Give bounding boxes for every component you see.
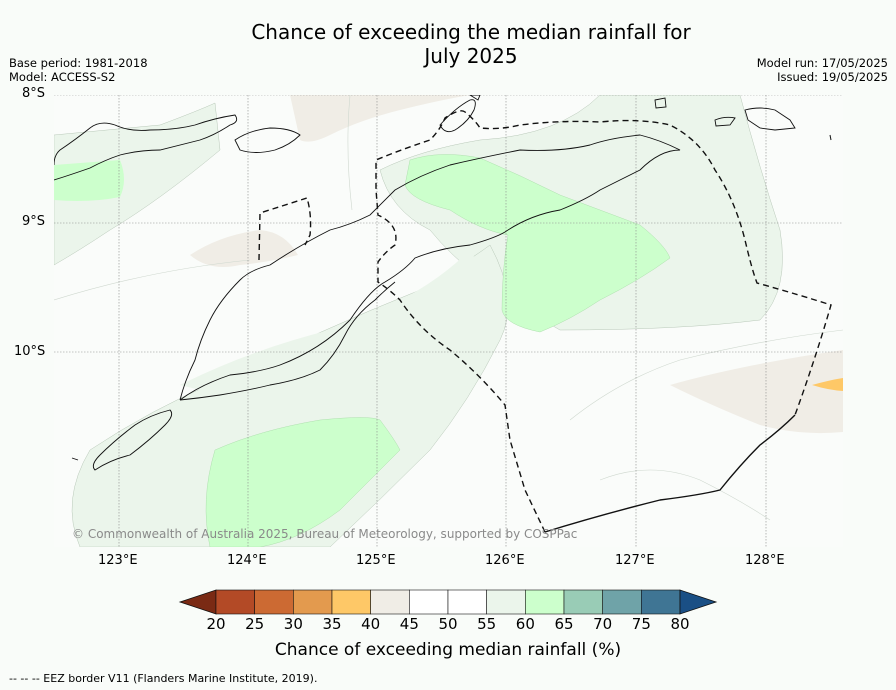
base-period: Base period: 1981-2018 bbox=[9, 56, 148, 70]
colorbar-tick-label: 70 bbox=[593, 615, 613, 633]
eez-border-solid bbox=[544, 414, 796, 533]
colorbar-arrow-high bbox=[679, 589, 718, 615]
colorbar-cell bbox=[293, 589, 333, 615]
island-leti bbox=[714, 116, 736, 127]
island-wetar bbox=[439, 99, 476, 133]
region-60-65-west bbox=[54, 160, 124, 201]
island-rote bbox=[92, 409, 173, 471]
colorbar-tick-label: 20 bbox=[206, 615, 226, 633]
lon-label-123e: 123°E bbox=[98, 553, 138, 568]
colorbar-cell bbox=[563, 589, 603, 615]
colorbar-title: Chance of exceeding median rainfall (%) bbox=[274, 640, 622, 660]
model-name: Model: ACCESS-S2 bbox=[9, 70, 116, 84]
eez-border-dashed bbox=[375, 110, 832, 533]
region-40-45-mid bbox=[190, 230, 298, 268]
colorbar-cell bbox=[254, 589, 294, 615]
colorbar-cell bbox=[641, 589, 681, 615]
colorbar-cell bbox=[447, 589, 487, 615]
title-line-1: Chance of exceeding the median rainfall … bbox=[251, 20, 691, 44]
timor-coast-north bbox=[179, 134, 681, 401]
colorbar-cell bbox=[370, 589, 410, 615]
colorbar-tick-label: 30 bbox=[283, 615, 303, 633]
lat-label-8s: 8°S bbox=[22, 86, 46, 101]
timor-coast-south bbox=[179, 281, 396, 401]
colorbar-cell bbox=[331, 589, 371, 615]
island-alor bbox=[234, 127, 301, 153]
colorbar-tick-label: 35 bbox=[322, 615, 342, 633]
title-line-2: July 2025 bbox=[424, 44, 518, 68]
region-55-60-nw bbox=[54, 102, 221, 266]
colorbar-tick-label: 60 bbox=[515, 615, 535, 633]
lat-label-10s: 10°S bbox=[14, 344, 46, 359]
colorbar-cell bbox=[215, 589, 255, 615]
colorbar-tick-label: 65 bbox=[554, 615, 574, 633]
issued-date: Issued: 19/05/2025 bbox=[777, 70, 888, 84]
region-40-45-north bbox=[290, 95, 470, 142]
colorbar-arrow-low bbox=[178, 589, 217, 615]
lat-label-9s: 9°S bbox=[22, 214, 46, 229]
colorbar-tick-label: 25 bbox=[245, 615, 265, 633]
region-55-60-belt bbox=[180, 250, 500, 395]
colorbar-cell bbox=[525, 589, 565, 615]
lon-label-124e: 124°E bbox=[227, 553, 267, 568]
colorbar-cell bbox=[602, 589, 642, 615]
region-35-40-east bbox=[812, 378, 843, 391]
lon-label-128e: 128°E bbox=[745, 553, 785, 568]
island-moa bbox=[744, 107, 796, 131]
colorbar-cell bbox=[486, 589, 526, 615]
lon-label-125e: 125°E bbox=[356, 553, 396, 568]
island-kisar bbox=[654, 97, 667, 109]
colorbar-tick-label: 40 bbox=[361, 615, 381, 633]
lon-label-127e: 127°E bbox=[615, 553, 655, 568]
colorbar-tick-label: 45 bbox=[399, 615, 419, 633]
colorbar-tick-label: 50 bbox=[438, 615, 458, 633]
island-small bbox=[469, 95, 481, 101]
map-title: Chance of exceeding the median rainfall … bbox=[0, 20, 896, 68]
copyright-note: © Commonwealth of Australia 2025, Bureau… bbox=[72, 527, 578, 541]
region-40-45-east bbox=[670, 350, 843, 434]
region-60-65-south bbox=[205, 417, 401, 547]
colorbar-tick-label: 55 bbox=[477, 615, 497, 633]
lon-label-126e: 126°E bbox=[485, 553, 525, 568]
region-60-65-north bbox=[404, 154, 671, 333]
meta-right: Model run: 17/05/2025 Issued: 19/05/2025 bbox=[757, 56, 888, 84]
meta-left: Base period: 1981-2018 Model: ACCESS-S2 bbox=[9, 56, 148, 84]
model-run: Model run: 17/05/2025 bbox=[756, 56, 888, 70]
island-flores bbox=[54, 114, 238, 181]
colorbar-tick-label: 75 bbox=[631, 615, 651, 633]
eez-note: -- -- -- EEZ border V11 (Flanders Marine… bbox=[9, 672, 318, 685]
eez-border-west bbox=[258, 197, 312, 261]
colorbar-tick-label: 80 bbox=[670, 615, 690, 633]
colorbar-cell bbox=[409, 589, 449, 615]
